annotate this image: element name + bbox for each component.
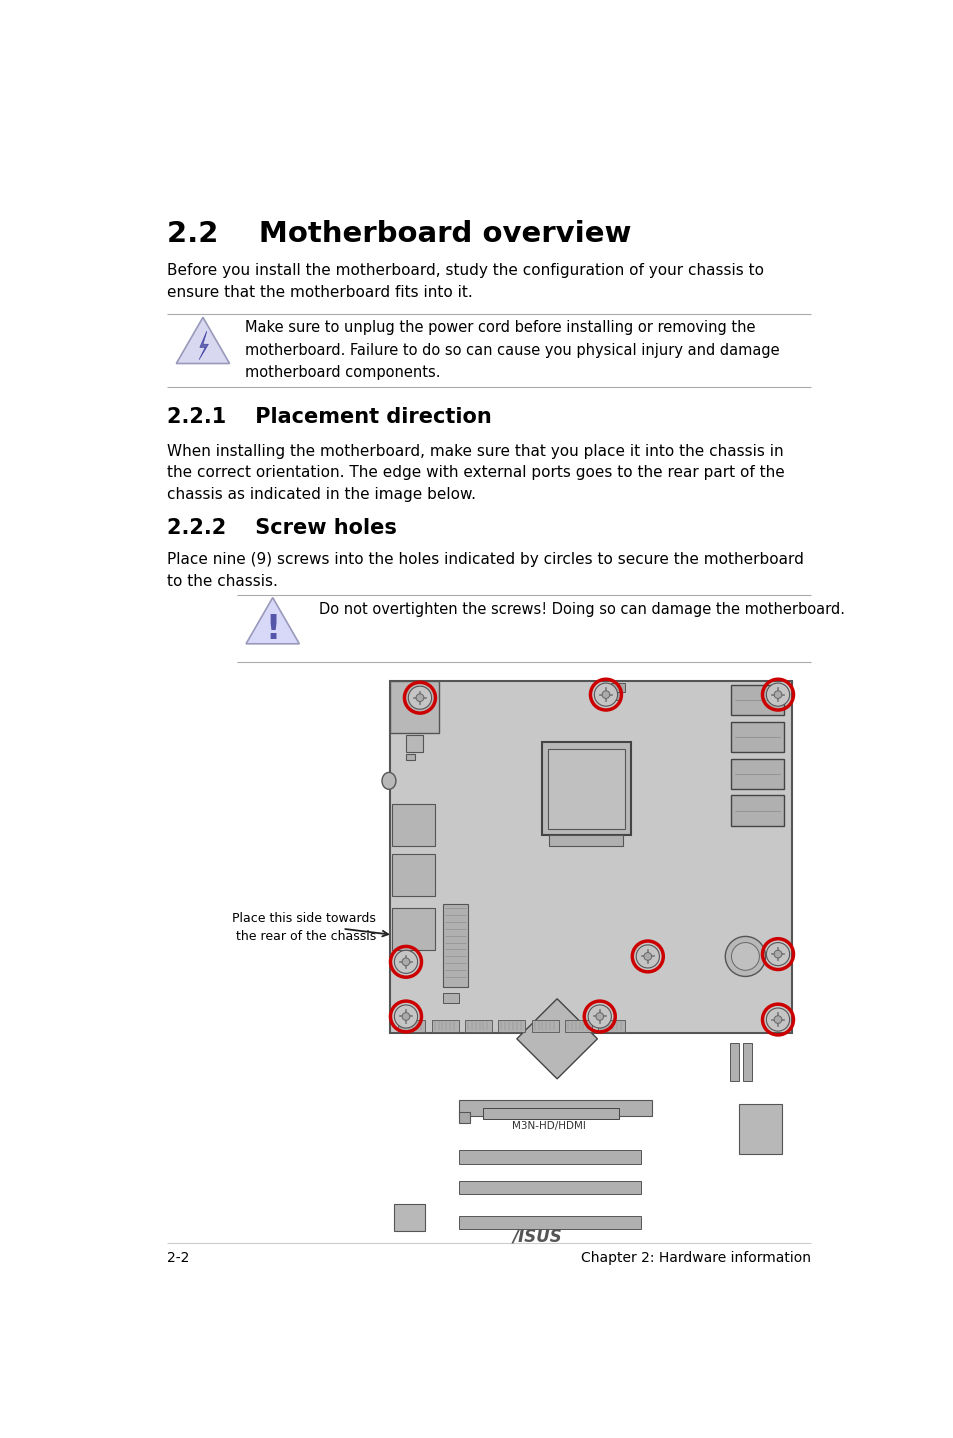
Text: Chapter 2: Hardware information: Chapter 2: Hardware information	[580, 1251, 810, 1264]
Text: 2.2    Motherboard overview: 2.2 Motherboard overview	[167, 220, 631, 249]
Bar	[483, 1109, 618, 1119]
Ellipse shape	[381, 772, 395, 789]
Text: Do not overtighten the screws! Doing so can damage the motherboard.: Do not overtighten the screws! Doing so …	[319, 603, 844, 617]
Text: 2.2.2    Screw holes: 2.2.2 Screw holes	[167, 518, 396, 538]
Circle shape	[643, 952, 651, 961]
Text: !: !	[265, 613, 280, 646]
Bar	[458, 1150, 640, 1163]
Text: 2-2: 2-2	[167, 1251, 190, 1264]
Bar	[547, 749, 624, 828]
Bar	[731, 684, 783, 716]
Bar	[392, 804, 435, 847]
Circle shape	[773, 690, 781, 699]
Bar	[394, 1205, 425, 1231]
Circle shape	[402, 958, 410, 966]
Circle shape	[773, 951, 781, 958]
Bar	[397, 1020, 425, 1032]
Bar	[458, 1217, 640, 1229]
Polygon shape	[176, 318, 230, 364]
Text: 2.2.1    Placement direction: 2.2.1 Placement direction	[167, 407, 492, 427]
Bar	[464, 1020, 492, 1032]
Circle shape	[765, 1008, 789, 1031]
Bar	[497, 1020, 525, 1032]
Text: When installing the motherboard, make sure that you place it into the chassis in: When installing the motherboard, make su…	[167, 443, 784, 502]
Circle shape	[587, 1005, 611, 1028]
Circle shape	[408, 686, 431, 709]
Bar	[729, 1043, 739, 1081]
Bar	[406, 735, 422, 752]
Circle shape	[731, 942, 759, 971]
Polygon shape	[517, 999, 597, 1078]
Circle shape	[773, 1015, 781, 1024]
Text: Make sure to unplug the power cord before installing or removing the
motherboard: Make sure to unplug the power cord befor…	[245, 321, 779, 380]
Text: /ISUS: /ISUS	[513, 1228, 562, 1245]
Circle shape	[416, 695, 423, 702]
Circle shape	[636, 945, 659, 968]
Bar	[598, 1020, 624, 1032]
Bar	[406, 754, 415, 761]
Bar	[458, 1112, 469, 1123]
Bar	[458, 1181, 640, 1195]
Bar	[541, 742, 630, 835]
Circle shape	[724, 936, 765, 976]
Circle shape	[765, 942, 789, 966]
Text: M3N-HD/HDMI: M3N-HD/HDMI	[512, 1122, 586, 1132]
Circle shape	[394, 951, 417, 974]
Bar	[431, 1020, 458, 1032]
Circle shape	[601, 690, 609, 699]
Bar	[390, 680, 791, 1034]
Bar	[549, 835, 622, 846]
Bar	[392, 907, 435, 951]
Bar	[392, 854, 435, 896]
Bar	[611, 692, 620, 700]
Circle shape	[596, 1012, 603, 1021]
Bar	[739, 1104, 781, 1155]
Circle shape	[594, 683, 617, 706]
Bar	[564, 1020, 592, 1032]
Bar	[531, 1020, 558, 1032]
Bar	[731, 758, 783, 789]
Bar	[742, 1043, 752, 1081]
Bar	[443, 905, 468, 988]
Text: Place nine (9) screws into the holes indicated by circles to secure the motherbo: Place nine (9) screws into the holes ind…	[167, 552, 803, 588]
Circle shape	[394, 1005, 417, 1028]
Text: Place this side towards
 the rear of the chassis: Place this side towards the rear of the …	[232, 912, 375, 943]
Bar	[443, 992, 458, 1004]
Bar	[458, 1100, 652, 1116]
Bar	[390, 680, 438, 733]
Bar	[611, 683, 624, 692]
Bar	[731, 722, 783, 752]
Bar	[731, 795, 783, 827]
Polygon shape	[199, 331, 208, 360]
Text: Before you install the motherboard, study the configuration of your chassis to
e: Before you install the motherboard, stud…	[167, 263, 763, 301]
Polygon shape	[246, 598, 299, 644]
Circle shape	[765, 683, 789, 706]
Circle shape	[402, 1012, 410, 1021]
